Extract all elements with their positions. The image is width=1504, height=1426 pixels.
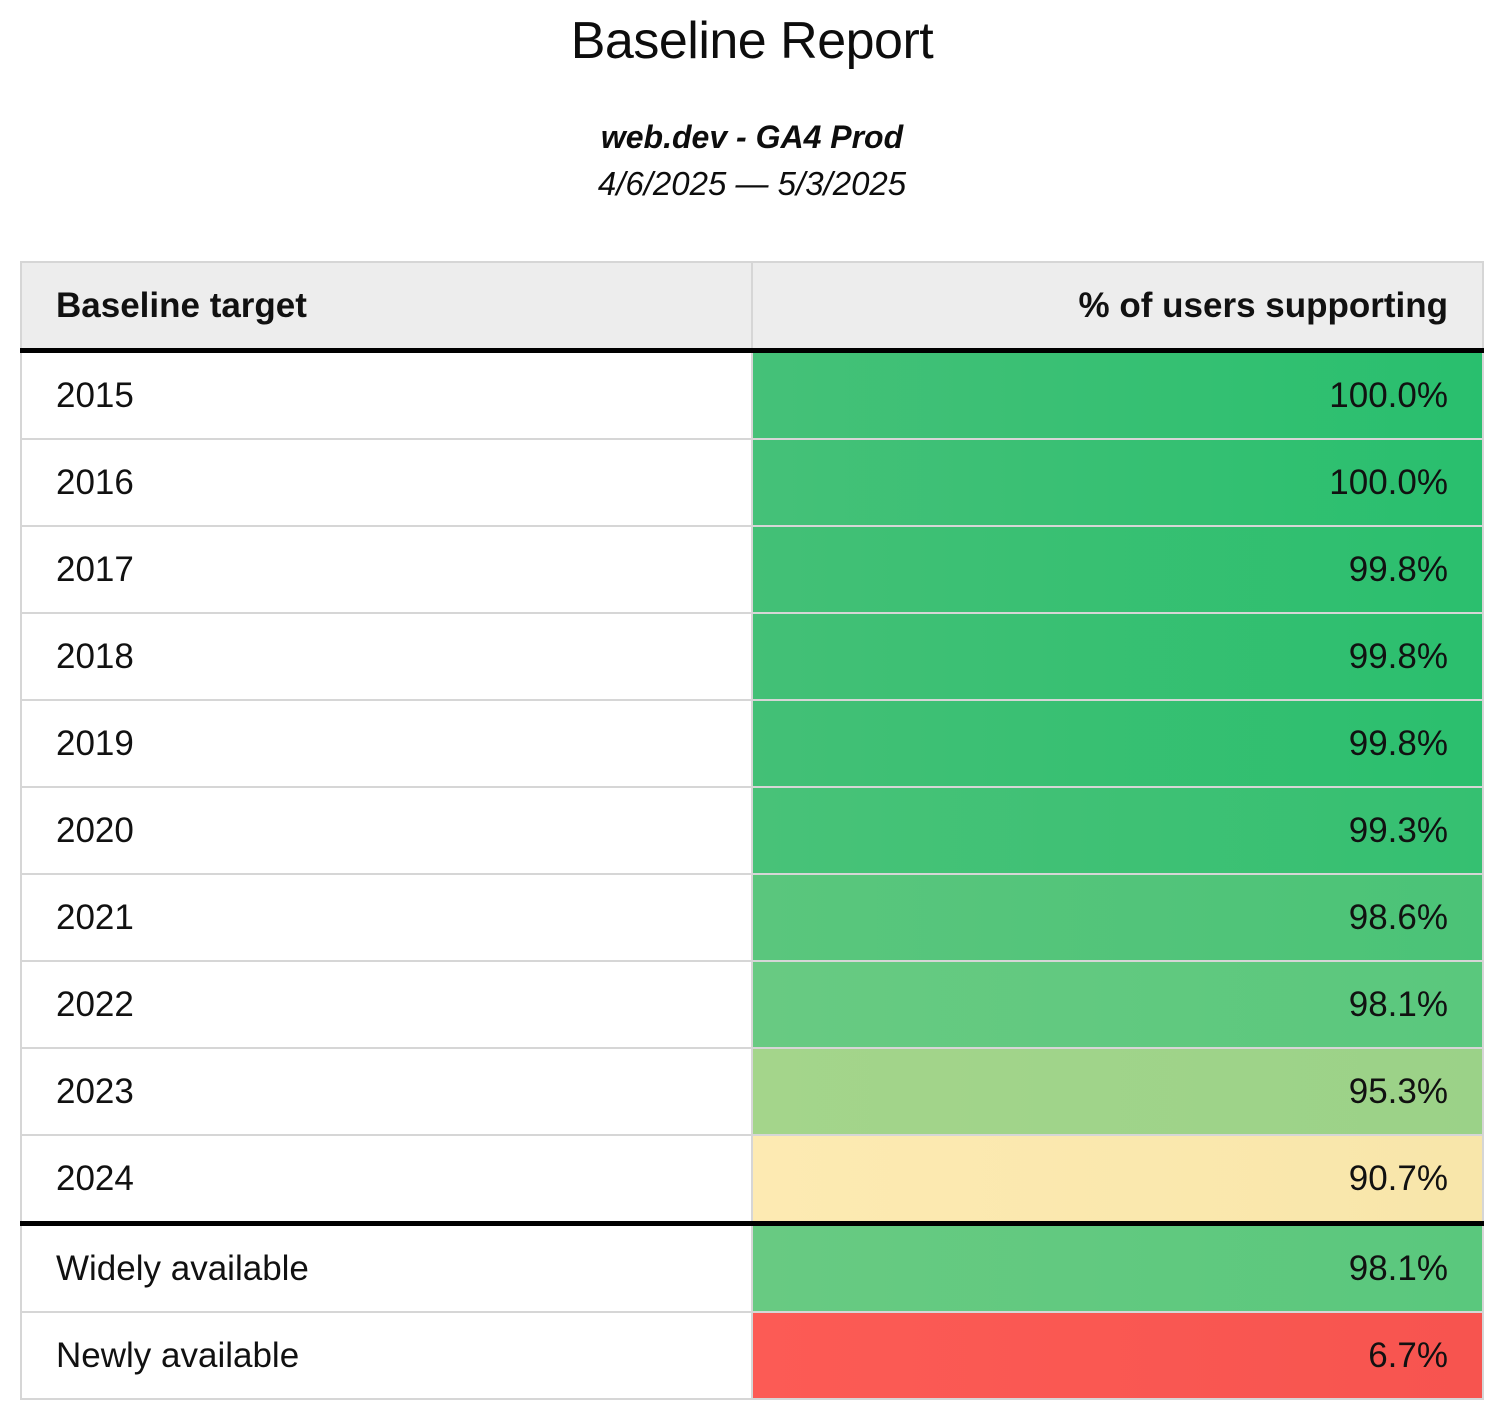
target-cell: 2016	[20, 438, 753, 527]
target-cell: 2020	[20, 786, 753, 875]
table-row: 2023 95.3%	[20, 1047, 1484, 1136]
target-cell: Widely available	[20, 1221, 753, 1313]
target-cell: 2024	[20, 1134, 753, 1225]
value-cell: 98.6%	[751, 873, 1484, 962]
value-cell: 6.7%	[751, 1311, 1484, 1400]
table-row: 2021 98.6%	[20, 873, 1484, 962]
table-row: 2017 99.8%	[20, 525, 1484, 614]
target-cell: Newly available	[20, 1311, 753, 1400]
target-cell: 2018	[20, 612, 753, 701]
target-cell: 2022	[20, 960, 753, 1049]
target-cell: 2023	[20, 1047, 753, 1136]
table-row: 2022 98.1%	[20, 960, 1484, 1049]
value-cell: 99.8%	[751, 699, 1484, 788]
target-cell: 2015	[20, 349, 753, 440]
value-cell: 98.1%	[751, 1221, 1484, 1313]
report-subtitle: web.dev - GA4 Prod	[600, 119, 904, 155]
table-row: 2018 99.8%	[20, 612, 1484, 701]
value-cell: 90.7%	[751, 1134, 1484, 1225]
value-cell: 99.8%	[751, 525, 1484, 614]
table-row: Widely available 98.1%	[20, 1221, 1484, 1313]
value-cell: 99.3%	[751, 786, 1484, 875]
table-row: 2015 100.0%	[20, 349, 1484, 440]
table-header-row: Baseline target % of users supporting	[20, 261, 1484, 353]
table-row: Newly available 6.7%	[20, 1311, 1484, 1400]
table-row: 2016 100.0%	[20, 438, 1484, 527]
value-cell: 100.0%	[751, 438, 1484, 527]
value-cell: 95.3%	[751, 1047, 1484, 1136]
target-cell: 2019	[20, 699, 753, 788]
target-cell: 2021	[20, 873, 753, 962]
table-row: 2020 99.3%	[20, 786, 1484, 875]
table-body: 2015 100.0% 2016 100.0% 2017 99.8% 2018 …	[20, 349, 1484, 1400]
value-cell: 99.8%	[751, 612, 1484, 701]
value-cell: 98.1%	[751, 960, 1484, 1049]
column-header-baseline-target: Baseline target	[20, 261, 753, 353]
column-header-percent-users: % of users supporting	[751, 261, 1484, 353]
table-row: 2024 90.7%	[20, 1134, 1484, 1225]
page-title: Baseline Report	[570, 12, 934, 70]
report-date-range: 4/6/2025 — 5/3/2025	[597, 165, 907, 202]
baseline-table: Baseline target % of users supporting 20…	[20, 261, 1484, 1400]
value-cell: 100.0%	[751, 349, 1484, 440]
table-header: Baseline target % of users supporting	[20, 261, 1484, 353]
table-row: 2019 99.8%	[20, 699, 1484, 788]
target-cell: 2017	[20, 525, 753, 614]
